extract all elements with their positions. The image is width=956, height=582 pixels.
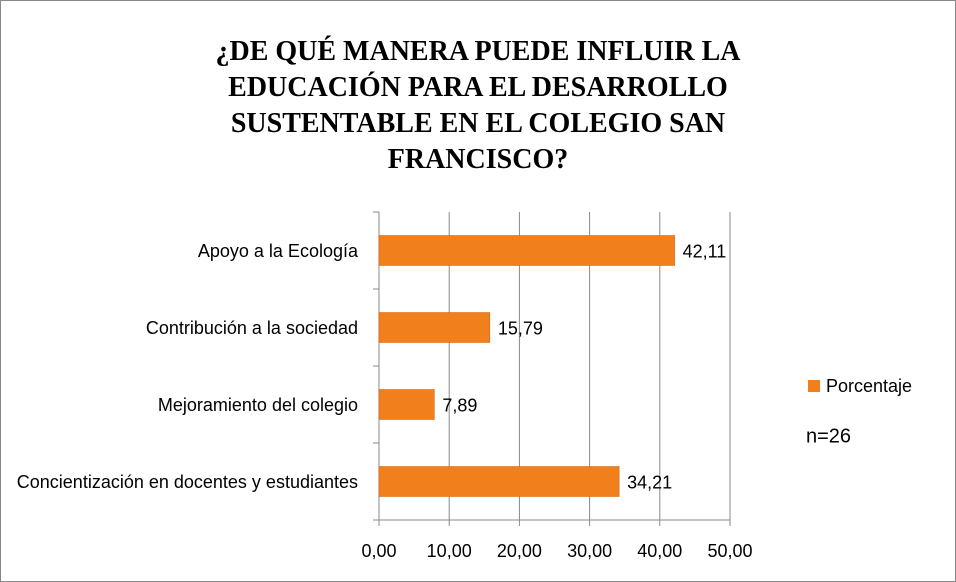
chart-title: ¿DE QUÉ MANERA PUEDE INFLUIR LA EDUCACIÓ…: [215, 36, 741, 175]
y-tick-label: Mejoramiento del colegio: [0, 391, 358, 419]
x-tick-label: 50,00: [707, 541, 752, 561]
bar: [378, 235, 675, 266]
value-label: 7,89: [442, 395, 477, 415]
bar: [378, 466, 620, 497]
y-tick-text: Contribución a la sociedad: [145, 317, 358, 338]
y-tick-label: Concientización en docentes y estudiante…: [0, 468, 358, 496]
value-label: 15,79: [498, 318, 543, 338]
y-tick-label: Contribución a la sociedad: [0, 314, 358, 342]
legend-label: Porcentaje: [826, 376, 912, 396]
y-tick-label: Apoyo a la Ecología: [0, 237, 358, 265]
x-tick-label: 30,00: [567, 541, 612, 561]
x-tick-label: 10,00: [427, 541, 472, 561]
x-tick-label: 40,00: [637, 541, 682, 561]
x-tick-label: 20,00: [497, 541, 542, 561]
y-tick-text: Concientización en docentes y estudiante…: [16, 471, 358, 492]
bar: [378, 312, 491, 343]
y-tick-text: Apoyo a la Ecología: [197, 240, 358, 261]
value-label: 34,21: [627, 472, 672, 492]
annotation: n=26: [806, 425, 851, 447]
x-tick-label: 0,00: [361, 541, 396, 561]
bar: [378, 389, 435, 420]
legend-swatch: [808, 380, 820, 392]
value-label: 42,11: [683, 241, 727, 261]
y-tick-text: Mejoramiento del colegio: [157, 394, 358, 415]
